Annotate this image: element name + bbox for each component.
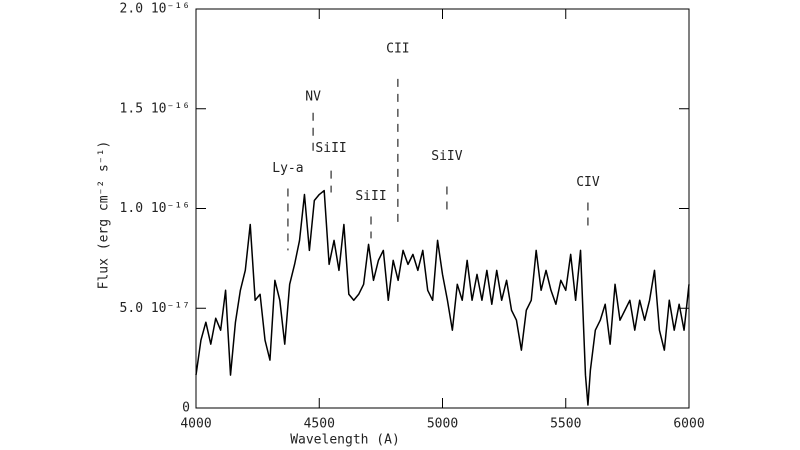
x-tick-label: 5500 <box>550 417 581 432</box>
y-tick-label: 5.0 10⁻¹⁷ <box>120 301 190 316</box>
annotation-label: CIV <box>576 175 600 190</box>
annotation-label: SiII <box>315 141 346 156</box>
x-tick-label: 4000 <box>180 417 211 432</box>
x-axis-label: Wavelength (A) <box>290 433 400 448</box>
y-tick-label: 1.0 10⁻¹⁶ <box>120 201 190 216</box>
annotation-label: SiII <box>355 189 386 204</box>
annotation-label: CII <box>386 41 409 56</box>
y-tick-label: 1.5 10⁻¹⁶ <box>120 101 190 116</box>
y-tick-label: 2.0 10⁻¹⁶ <box>120 2 190 17</box>
annotation-label: SiIV <box>431 149 462 164</box>
y-tick-label: 0 <box>182 401 190 416</box>
annotation-label: Ly-a <box>272 161 303 176</box>
x-tick-label: 6000 <box>673 417 704 432</box>
x-tick-label: 4500 <box>304 417 335 432</box>
annotation-label: NV <box>305 89 321 104</box>
x-tick-label: 5000 <box>427 417 458 432</box>
spectrum-line <box>195 189 690 406</box>
y-axis-label: Flux (erg cm⁻² s⁻¹) <box>97 141 112 290</box>
